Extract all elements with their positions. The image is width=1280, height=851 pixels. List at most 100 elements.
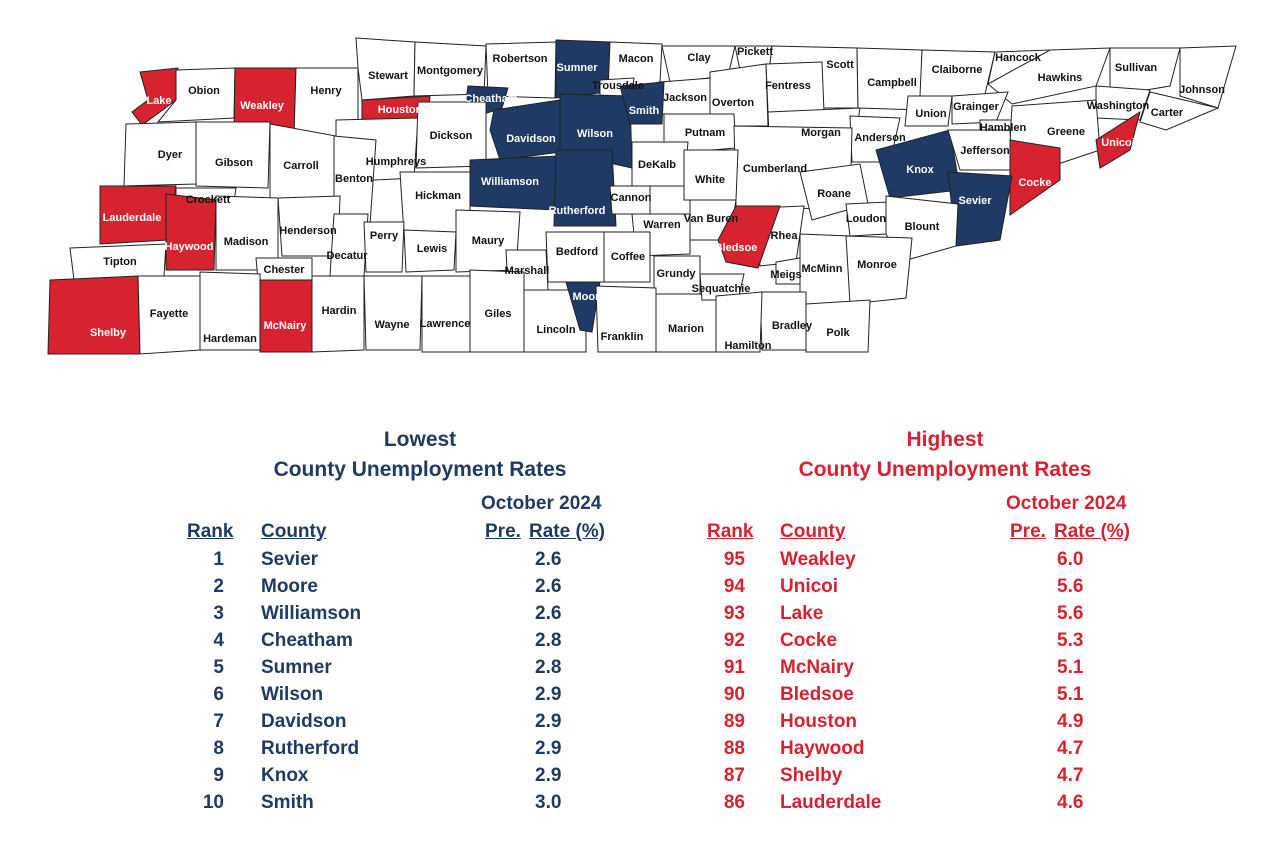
lowest-table-row: 4 Cheatham 2.8 (140, 630, 700, 657)
county-label: Chester (264, 264, 306, 276)
rate-cell: 5.3 (1057, 630, 1084, 651)
county-label: Cocke (1018, 177, 1051, 189)
lowest-subtitle: County Unemployment Rates (273, 458, 567, 481)
county-label: Scott (826, 59, 854, 71)
county-label: Jefferson (960, 145, 1010, 157)
lowest-table-row: 8 Rutherford 2.9 (140, 738, 700, 765)
county-label: Greene (1047, 126, 1085, 138)
highest-table-row: 87 Shelby 4.7 (665, 765, 1225, 792)
rate-cell: 2.9 (535, 684, 562, 705)
rate-cell: 5.6 (1057, 576, 1084, 597)
county-moore (565, 281, 601, 333)
county-label: Giles (485, 308, 512, 320)
county-label: Dyer (158, 149, 183, 161)
rate-cell: 6.0 (1057, 549, 1084, 570)
lowest-rates-panel: Lowest County Unemployment Rates October… (140, 425, 700, 845)
county-shelby (47, 275, 141, 355)
county-label: Clay (687, 52, 711, 64)
highest-table-row: 92 Cocke 5.3 (665, 630, 1225, 657)
county-label: Cannon (611, 192, 652, 204)
rank-cell: 89 (723, 711, 745, 732)
county-cell: Cocke (780, 630, 838, 651)
county-label: Lauderdale (103, 212, 162, 224)
county-label: Blount (905, 221, 940, 233)
highest-subtitle: County Unemployment Rates (798, 458, 1092, 481)
county-cell: Lauderdale (780, 792, 882, 813)
county-label: Shelby (90, 327, 127, 339)
rate-cell: 4.7 (1057, 738, 1084, 759)
county-label: Macon (619, 53, 654, 65)
highest-rates-panel: Highest County Unemployment Rates Octobe… (665, 425, 1225, 845)
rank-cell: 87 (723, 765, 745, 786)
county-cell: Bledsoe (780, 684, 854, 705)
county-label: Obion (188, 85, 220, 97)
rate-cell: 4.9 (1057, 711, 1084, 732)
county-obion (156, 67, 236, 123)
county-davidson (489, 99, 561, 161)
county-label: Rutherford (549, 205, 606, 217)
county-label: Sullivan (1115, 62, 1157, 74)
county-lincoln (523, 289, 587, 353)
highest-col-rate: Rate (%) (1054, 521, 1131, 542)
county-label: Lawrence (420, 318, 471, 330)
county-cell: Wilson (261, 684, 324, 705)
county-cell: Haywood (780, 738, 865, 759)
county-polk (805, 299, 871, 353)
highest-table-row: 91 McNairy 5.1 (665, 657, 1225, 684)
county-label: Madison (224, 236, 269, 248)
county-label: Meigs (770, 269, 801, 281)
county-label: Claiborne (932, 64, 983, 76)
county-label: Hawkins (1038, 72, 1083, 84)
lowest-table-row: 10 Smith 3.0 (140, 792, 700, 819)
rank-cell: 1 (213, 549, 224, 570)
highest-col-rank: Rank (707, 521, 754, 542)
rank-cell: 4 (213, 630, 224, 651)
county-label: Lake (146, 95, 171, 107)
county-label: Montgomery (417, 65, 484, 77)
county-cell: Rutherford (261, 738, 360, 759)
county-label: Stewart (368, 70, 408, 82)
county-label: Morgan (801, 127, 841, 139)
lowest-col-rank: Rank (187, 521, 234, 542)
county-label: Williamson (481, 176, 539, 188)
county-label: Coffee (611, 251, 645, 263)
county-label: Cheatham (464, 93, 517, 105)
county-label: Perry (370, 230, 399, 242)
county-label: Sumner (557, 62, 599, 74)
lowest-title: Lowest (383, 428, 457, 451)
county-label: Campbell (867, 77, 917, 89)
rate-cell: 2.6 (535, 576, 562, 597)
lowest-col-county: County (261, 521, 327, 542)
county-label: Trousdale (592, 80, 644, 92)
county-hawkins (987, 47, 1111, 105)
county-label: Rhea (771, 230, 799, 242)
county-label: Bledsoe (715, 242, 758, 254)
county-label: Bradley (772, 320, 813, 332)
county-cell: Sumner (261, 657, 332, 678)
highest-table-row: 93 Lake 5.6 (665, 603, 1225, 630)
highest-table-row: 89 Houston 4.9 (665, 711, 1225, 738)
county-label: Wayne (374, 319, 409, 331)
county-label: Wilson (577, 128, 613, 140)
lowest-table-row: 7 Davidson 2.9 (140, 711, 700, 738)
lowest-table-row: 9 Knox 2.9 (140, 765, 700, 792)
county-overton (709, 63, 769, 127)
lowest-table-row: 3 Williamson 2.6 (140, 603, 700, 630)
county-carter (1139, 91, 1220, 131)
highest-period: October 2024 (1006, 493, 1127, 514)
county-label: Houston (378, 104, 423, 116)
rate-cell: 2.8 (535, 657, 562, 678)
county-label: Johnson (1179, 84, 1225, 96)
county-perry (363, 221, 405, 273)
county-label: Sequatchie (692, 283, 751, 295)
county-label: DeKalb (638, 159, 676, 171)
rank-cell: 94 (723, 576, 745, 597)
county-label: Tipton (103, 256, 137, 268)
county-lawrence (421, 275, 471, 353)
county-cell: Sevier (261, 549, 319, 570)
lowest-col-pre: Pre. (485, 521, 521, 542)
rank-cell: 88 (723, 738, 745, 759)
rank-cell: 91 (723, 657, 745, 678)
rate-cell: 2.9 (535, 738, 562, 759)
tennessee-county-map: Lake Obion Weakley Henry Stewart Montgomery Ro… (0, 0, 1280, 380)
